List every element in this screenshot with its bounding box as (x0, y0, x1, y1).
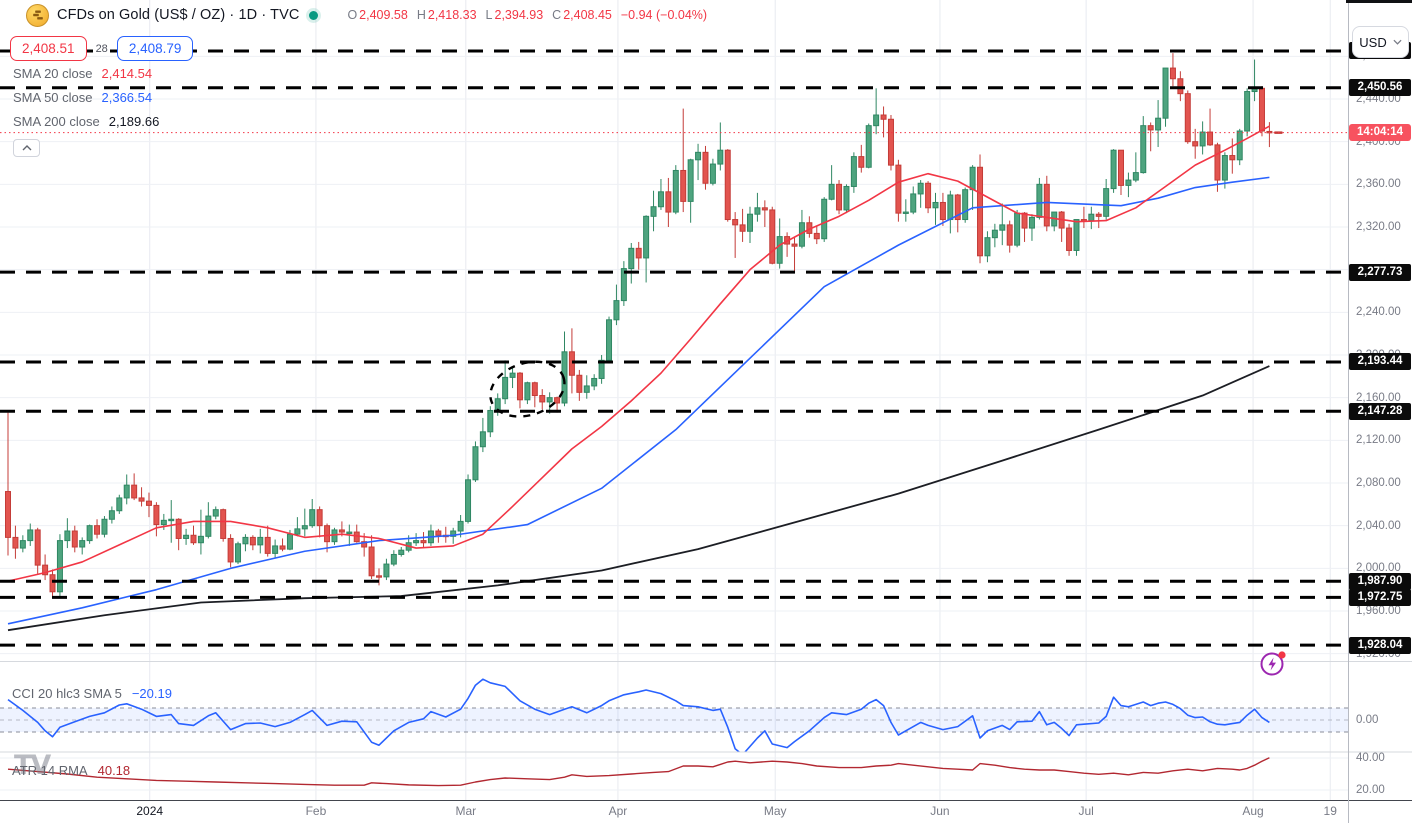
price-tick-label: 1,960.00 (1356, 605, 1401, 617)
legend-sma20[interactable]: SMA 20 close 2,414.54 (13, 66, 152, 81)
sma20-label: SMA 20 close (13, 66, 93, 81)
time-tick-label: Mar (455, 804, 477, 818)
time-tick-label: 2024 (136, 804, 164, 818)
window-edge (1346, 0, 1412, 3)
time-tick-label: 19 (1323, 804, 1337, 818)
level-price-label: 2,277.73 (1349, 263, 1411, 281)
low-label: L (485, 8, 493, 22)
price-tick-label: 2,040.00 (1356, 519, 1401, 532)
legend-sma200[interactable]: SMA 200 close 2,189.66 (13, 114, 159, 129)
price-scale[interactable]: USD 2,480.002,440.002,400.002,360.002,32… (1348, 0, 1412, 823)
currency-selector-button[interactable]: USD (1352, 26, 1409, 58)
price-tick-label: 2,360.00 (1356, 178, 1401, 191)
symbol-header[interactable]: CFDs on Gold (US$ / OZ) · 1D · TVC O 2,40… (0, 0, 707, 30)
time-tick-label: Feb (305, 804, 327, 818)
sma200-line (7, 365, 1270, 632)
symbol-title[interactable]: CFDs on Gold (US$ / OZ) · 1D · TVC (57, 7, 300, 23)
time-tick-label: Aug (1242, 804, 1264, 818)
chevron-up-icon (22, 145, 31, 151)
sma50-label: SMA 50 close (13, 90, 93, 105)
sma20-line (7, 125, 1270, 582)
bid-ask-row: 2,408.51 28 2,408.79 (10, 36, 194, 61)
price-tick-label: 2,000.00 (1356, 562, 1401, 575)
atr-tick-label: 20.00 (1356, 784, 1385, 796)
open-label: O (347, 8, 358, 22)
sma20-value: 2,414.54 (101, 66, 153, 81)
sma50-value: 2,366.54 (101, 90, 153, 105)
chevron-down-icon (1393, 39, 1402, 45)
atr-line (7, 757, 1270, 787)
price-tick-label: 2,320.00 (1356, 221, 1401, 233)
candlestick-series (5, 53, 1273, 598)
cci-title: CCI 20 hlc3 SMA 5 (12, 686, 122, 701)
level-price-label: 2,450.56 (1349, 79, 1411, 97)
price-tick-label: 2,080.00 (1356, 477, 1401, 489)
currency-label: USD (1359, 34, 1387, 50)
time-tick-label: May (763, 804, 787, 818)
tradingview-watermark-icon: TV (14, 750, 51, 781)
level-price-label: 1,972.75 (1349, 588, 1411, 606)
high-label: H (416, 8, 426, 22)
change-value: −0.94 (−0.04%) (620, 8, 708, 22)
level-price-label: 2,193.44 (1349, 353, 1411, 371)
bar-countdown-label: 14:04:14 (1349, 124, 1411, 142)
level-price-label: 1,928.04 (1349, 636, 1411, 654)
cci-indicator-title[interactable]: CCI 20 hlc3 SMA 5 −20.19 (12, 686, 172, 701)
time-scale[interactable]: 2024 Feb Mar Apr May Jun Jul Aug 19 (0, 800, 1412, 823)
ohlc-values: O 2,409.58 H 2,418.33 L 2,394.93 C 2,408.45 … (338, 8, 707, 22)
atr-tick-label: 40.00 (1356, 752, 1385, 764)
sma200-value: 2,189.66 (108, 114, 160, 129)
close-label: C (552, 8, 562, 22)
cci-value: −20.19 (131, 686, 172, 701)
low-value: 2,394.93 (494, 8, 544, 22)
atr-indicator-title[interactable]: ATR 14 RMA 40.18 (12, 763, 130, 778)
time-tick-label: Apr (608, 804, 628, 818)
ellipse-drawing[interactable] (483, 353, 571, 426)
price-tick-label: 2,120.00 (1356, 434, 1401, 447)
market-status-dot-icon[interactable] (309, 10, 319, 20)
atr-title: ATR 14 RMA (12, 763, 88, 778)
high-value: 2,418.33 (427, 8, 477, 22)
atr-value: 40.18 (97, 763, 131, 778)
price-tick-label: 2,240.00 (1356, 306, 1401, 319)
events-lightning-icon[interactable] (1258, 648, 1288, 678)
time-tick-label: Jun (930, 804, 950, 818)
level-price-label: 1,987.90 (1349, 572, 1411, 590)
sma50-line (7, 176, 1270, 625)
time-tick-label: Jul (1078, 804, 1094, 818)
collapse-legend-button[interactable] (13, 139, 40, 157)
spread-value: 28 (93, 42, 110, 55)
gold-coin-icon (26, 3, 49, 27)
level-price-label: 2,147.28 (1349, 402, 1411, 420)
sell-button[interactable]: 2,408.51 (10, 36, 87, 61)
legend-sma50[interactable]: SMA 50 close 2,366.54 (13, 90, 152, 105)
buy-button[interactable]: 2,408.79 (116, 36, 194, 61)
price-tick-label: 2,160.00 (1356, 391, 1401, 404)
cci-line (7, 678, 1270, 752)
cci-tick-label: 0.00 (1356, 714, 1379, 726)
open-value: 2,409.58 (359, 8, 408, 22)
sma200-label: SMA 200 close (13, 114, 100, 129)
close-value: 2,408.45 (563, 8, 612, 22)
